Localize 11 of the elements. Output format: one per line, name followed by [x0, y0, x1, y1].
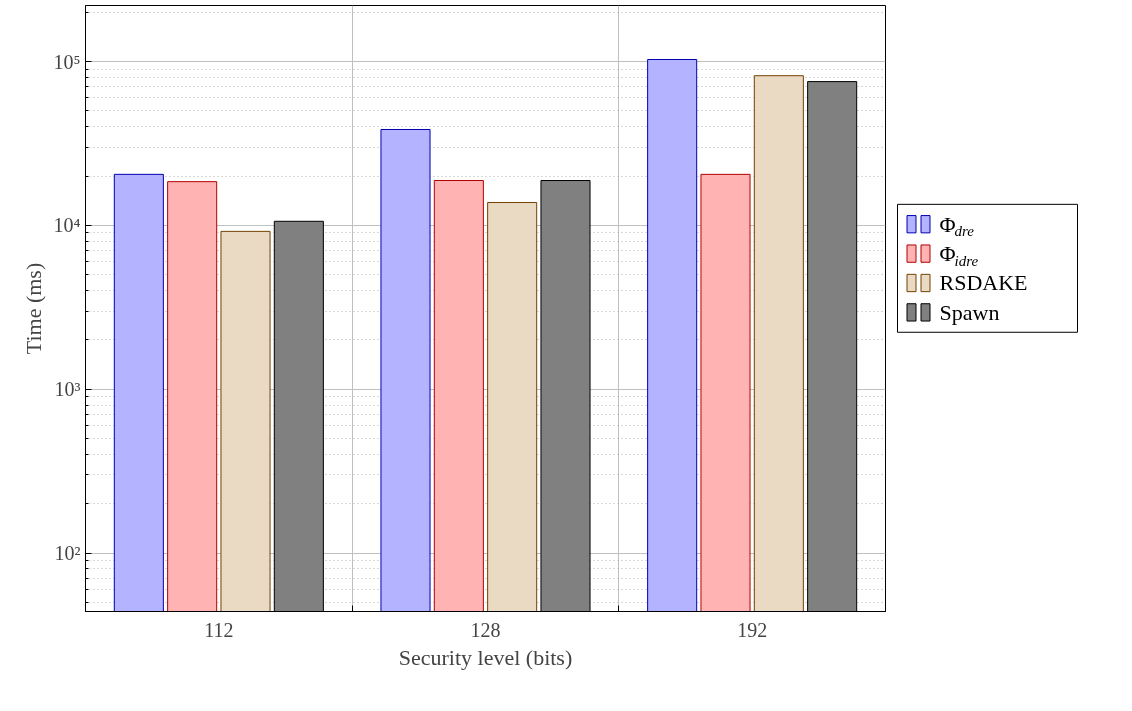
- y-axis-title: Time (ms): [20, 262, 46, 355]
- x-tick-label: 192: [737, 618, 768, 641]
- x-tick-label: 128: [470, 618, 501, 641]
- y-tick-label: 10⁴: [53, 214, 81, 237]
- y-tick-label: 10³: [54, 378, 81, 401]
- y-tick-label: 10²: [54, 542, 81, 565]
- legend-label: Spawn: [939, 299, 1000, 325]
- legend-label: RSDAKE: [939, 270, 1028, 296]
- x-axis-title: Security level (bits): [398, 644, 573, 670]
- x-tick-label: 112: [204, 618, 234, 641]
- y-tick-label: 10⁵: [53, 50, 81, 73]
